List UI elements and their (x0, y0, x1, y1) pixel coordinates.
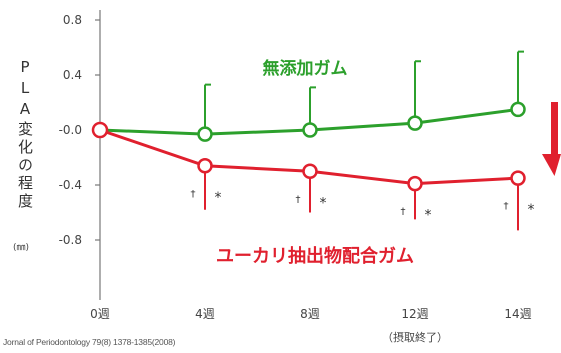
data-point-green (302, 122, 318, 138)
x-tick-label: 12週 (401, 307, 428, 321)
x-tick-label: 8週 (300, 307, 320, 321)
series-label-red: ユーカリ抽出物配合ガム (216, 245, 414, 267)
x-sublabel: （摂取終了） (382, 330, 448, 344)
significance-dagger: † (401, 207, 406, 218)
y-tick-label: -0.4 (59, 178, 82, 192)
significance-dagger: † (504, 201, 509, 212)
data-point-green (407, 115, 423, 131)
significance-asterisk: * (320, 195, 327, 211)
citation: Jornal of Periodontology 79(8) 1378-1385… (3, 337, 176, 347)
y-tick-label: 0.4 (63, 68, 82, 82)
y-tick-label: -0.8 (59, 233, 82, 247)
trend-arrow-head (542, 154, 561, 176)
significance-dagger: † (191, 189, 196, 200)
significance-asterisk: * (215, 190, 222, 206)
significance-asterisk: * (528, 202, 535, 218)
data-point-red (407, 175, 423, 192)
significance-asterisk: * (425, 208, 432, 224)
data-point-green (197, 126, 213, 142)
x-tick-label: 0週 (90, 307, 110, 321)
y-tick-label: 0.8 (63, 13, 82, 27)
data-point-red (510, 170, 526, 186)
data-point-red (197, 158, 213, 174)
y-axis-unit: (㎜) (12, 243, 30, 253)
trend-arrow-shaft (551, 102, 558, 156)
x-tick-label: 4週 (195, 307, 215, 321)
data-point-start (91, 121, 109, 139)
significance-dagger: † (296, 194, 301, 205)
x-tick-label: 14週 (504, 307, 531, 321)
data-point-red (302, 163, 318, 179)
data-point-green (510, 101, 526, 118)
y-tick-label: -0.0 (59, 123, 82, 137)
y-axis-label: PLA変化の程度 (16, 58, 34, 211)
series-label-green: 無添加ガム (263, 58, 348, 79)
